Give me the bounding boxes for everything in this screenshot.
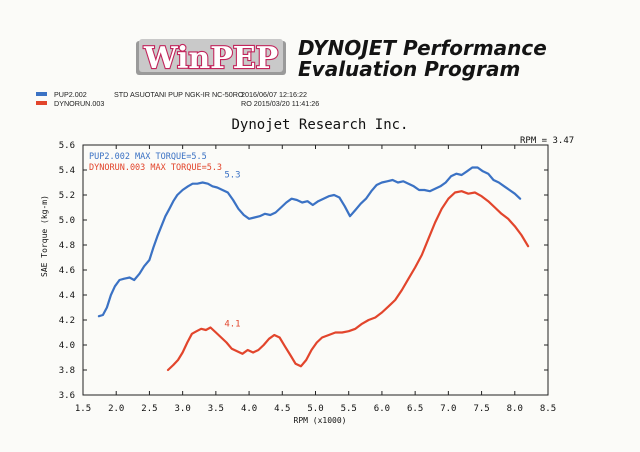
y-tick-label: 5.6 <box>59 141 75 151</box>
y-tick-label: 3.6 <box>59 391 75 401</box>
y-tick-label: 4.2 <box>59 316 75 326</box>
peak-annotation: 4.1 <box>224 319 240 329</box>
winpep-logo: WinPEP <box>135 38 287 78</box>
x-tick-label: 3.5 <box>208 404 224 414</box>
x-tick-label: 2.0 <box>108 404 124 414</box>
y-tick-label: 5.2 <box>59 191 75 201</box>
program-title-line2: Evaluation Program <box>298 57 521 81</box>
series-line-pup2-002 <box>97 166 522 318</box>
y-tick-label: 4.4 <box>59 291 75 301</box>
program-title: DYNOJET Performance Evaluation Program <box>298 38 548 80</box>
x-tick-label: 6.0 <box>374 404 390 414</box>
x-tick-label: 4.5 <box>274 404 290 414</box>
legend-date-run2: RO 2015/03/20 11:41:26 <box>241 99 320 108</box>
legend-swatch-run1 <box>36 92 47 96</box>
x-tick-label: 3.0 <box>175 404 191 414</box>
x-tick-label: 8.5 <box>540 404 556 414</box>
y-axis-label-wrap: SAE Torque (kg-m) <box>40 186 52 286</box>
program-title-line1: DYNOJET Performance <box>298 36 547 60</box>
logo-plate <box>139 39 283 72</box>
x-tick-label: 7.5 <box>473 404 489 414</box>
y-tick-label: 5.4 <box>59 166 75 176</box>
x-tick-label: 5.5 <box>341 404 357 414</box>
x-tick-label: 8.0 <box>507 404 523 414</box>
x-tick-label: 6.5 <box>407 404 423 414</box>
y-axis-label: SAE Torque (kg-m) <box>40 195 49 277</box>
inner-legend-entry: PUP2.002 MAX TORQUE=5.5 <box>89 152 207 162</box>
plot-frame <box>82 144 549 396</box>
legend-name-run2: DYNORUN.003 <box>54 99 105 108</box>
logo-text: WinPEP <box>143 41 278 76</box>
y-tick-label: 4.8 <box>59 241 75 251</box>
x-tick-label: 7.0 <box>440 404 456 414</box>
legend-name-run1: PUP2.002 <box>54 90 87 99</box>
winpep-logo-graphic: WinPEP <box>136 39 286 77</box>
series-line-dynorun-003 <box>166 190 530 372</box>
y-tick-label: 3.8 <box>59 366 75 376</box>
inner-legend-entry: DYNORUN.003 MAX TORQUE=5.3 <box>89 163 222 173</box>
rpm-note: RPM = 3.47 <box>520 136 575 146</box>
peak-annotation: 5.3 <box>224 171 240 181</box>
legend-desc-run1: STD ASUOTANI PUP NGK-IR NC-50RO <box>114 90 244 99</box>
x-tick-label: 2.5 <box>141 404 157 414</box>
x-tick-label: 1.5 <box>75 404 91 414</box>
y-tick-label: 4.6 <box>59 266 75 276</box>
y-tick-label: 4.0 <box>59 341 75 351</box>
legend-swatch-run2 <box>36 101 47 105</box>
legend-date-run1: 2016/06/07 12:16:22 <box>241 90 307 99</box>
x-tick-label: 5.0 <box>307 404 323 414</box>
y-tick-label: 5.0 <box>59 216 75 226</box>
x-axis-label: RPM (x1000) <box>293 416 347 425</box>
x-tick-label: 4.0 <box>241 404 257 414</box>
company-title: Dynojet Research Inc. <box>231 117 409 133</box>
